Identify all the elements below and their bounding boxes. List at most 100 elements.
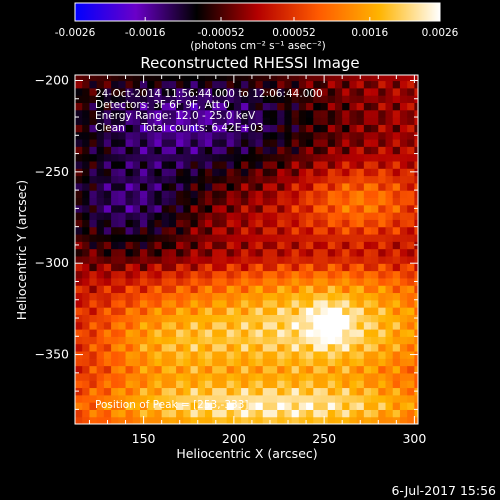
- heatmap-cell: [313, 299, 322, 308]
- heatmap-cell: [378, 124, 387, 133]
- heatmap-cell: [313, 343, 322, 352]
- heatmap-cell: [284, 321, 293, 330]
- heatmap-cell: [334, 263, 343, 272]
- heatmap-cell: [96, 307, 105, 315]
- heatmap-cell: [212, 314, 221, 323]
- heatmap-cell: [75, 175, 83, 184]
- heatmap-cell: [291, 372, 300, 381]
- heatmap-cell: [103, 212, 112, 220]
- heatmap-cell: [139, 336, 148, 345]
- heatmap-cell: [342, 219, 350, 228]
- heatmap-cell: [399, 321, 408, 330]
- heatmap-cell: [255, 343, 264, 352]
- heatmap-cell: [233, 95, 242, 104]
- heatmap-cell: [226, 285, 235, 294]
- heatmap-cell: [118, 124, 127, 133]
- heatmap-cell: [313, 270, 322, 279]
- heatmap-cell: [168, 175, 177, 184]
- heatmap-cell: [190, 80, 199, 89]
- heatmap-cell: [147, 255, 156, 264]
- heatmap-image: [75, 75, 418, 424]
- heatmap-cell: [320, 307, 329, 315]
- heatmap-cell: [89, 328, 98, 337]
- heatmap-cell: [298, 285, 307, 294]
- heatmap-cell: [306, 75, 314, 82]
- heatmap-cell: [82, 372, 91, 381]
- heatmap-cell: [241, 292, 249, 301]
- heatmap-cell: [82, 270, 91, 279]
- heatmap-cell: [306, 117, 314, 125]
- heatmap-cell: [269, 212, 278, 220]
- heatmap-cell: [407, 336, 415, 345]
- heatmap-cell: [334, 299, 343, 308]
- heatmap-cell: [197, 124, 206, 133]
- heatmap-cell: [125, 212, 134, 220]
- heatmap-cell: [125, 307, 134, 315]
- heatmap-cell: [82, 212, 91, 220]
- heatmap-cell: [118, 241, 127, 250]
- heatmap-cell: [176, 212, 184, 220]
- heatmap-cell: [132, 416, 141, 424]
- heatmap-cell: [378, 241, 387, 250]
- heatmap-cell: [392, 102, 401, 111]
- heatmap-cell: [103, 80, 112, 89]
- heatmap-cell: [176, 336, 184, 345]
- heatmap-cell: [118, 314, 127, 323]
- heatmap-cell: [219, 402, 228, 410]
- heatmap-cell: [183, 153, 192, 162]
- heatmap-cell: [349, 299, 358, 308]
- heatmap-cell: [399, 292, 408, 301]
- heatmap-cell: [262, 153, 271, 162]
- heatmap-cell: [82, 387, 91, 396]
- heatmap-cell: [147, 402, 156, 410]
- heatmap-cell: [204, 416, 213, 424]
- heatmap-cell: [298, 394, 307, 403]
- heatmap-cell: [255, 387, 264, 396]
- heatmap-cell: [125, 219, 134, 228]
- heatmap-cell: [349, 285, 358, 294]
- heatmap-cell: [277, 270, 286, 279]
- heatmap-cell: [371, 380, 379, 389]
- heatmap-cell: [334, 204, 343, 213]
- heatmap-cell: [161, 248, 170, 257]
- heatmap-cell: [342, 80, 350, 89]
- heatmap-cell: [96, 75, 105, 82]
- heatmap-cell: [154, 248, 163, 257]
- heatmap-cell: [125, 190, 134, 199]
- heatmap-cell: [363, 299, 372, 308]
- heatmap-cell: [349, 102, 358, 111]
- heatmap-cell: [356, 153, 365, 162]
- heatmap-cell: [103, 263, 112, 272]
- heatmap-cell: [111, 160, 119, 169]
- heatmap-cell: [298, 233, 307, 242]
- heatmap-cell: [277, 255, 286, 264]
- heatmap-cell: [334, 321, 343, 330]
- heatmap-cell: [349, 307, 358, 315]
- heatmap-cell: [82, 190, 91, 199]
- heatmap-cell: [132, 241, 141, 250]
- heatmap-cell: [291, 328, 300, 337]
- heatmap-cell: [349, 75, 358, 82]
- heatmap-cell: [204, 387, 213, 396]
- heatmap-cell: [89, 394, 98, 403]
- heatmap-cell: [75, 358, 83, 367]
- heatmap-cell: [262, 358, 271, 367]
- heatmap-cell: [356, 255, 365, 264]
- heatmap-cell: [118, 263, 127, 272]
- heatmap-cell: [176, 109, 184, 118]
- heatmap-cell: [327, 212, 336, 220]
- heatmap-cell: [111, 182, 119, 191]
- heatmap-cell: [82, 292, 91, 301]
- heatmap-cell: [183, 226, 192, 235]
- heatmap-cell: [82, 138, 91, 147]
- heatmap-cell: [255, 241, 264, 250]
- heatmap-cell: [399, 394, 408, 403]
- heatmap-cell: [291, 109, 300, 118]
- heatmap-cell: [356, 219, 365, 228]
- heatmap-cell: [197, 263, 206, 272]
- heatmap-cell: [349, 402, 358, 410]
- heatmap-cell: [212, 197, 221, 206]
- heatmap-cell: [204, 402, 213, 410]
- heatmap-cell: [118, 204, 127, 213]
- heatmap-cell: [212, 182, 221, 191]
